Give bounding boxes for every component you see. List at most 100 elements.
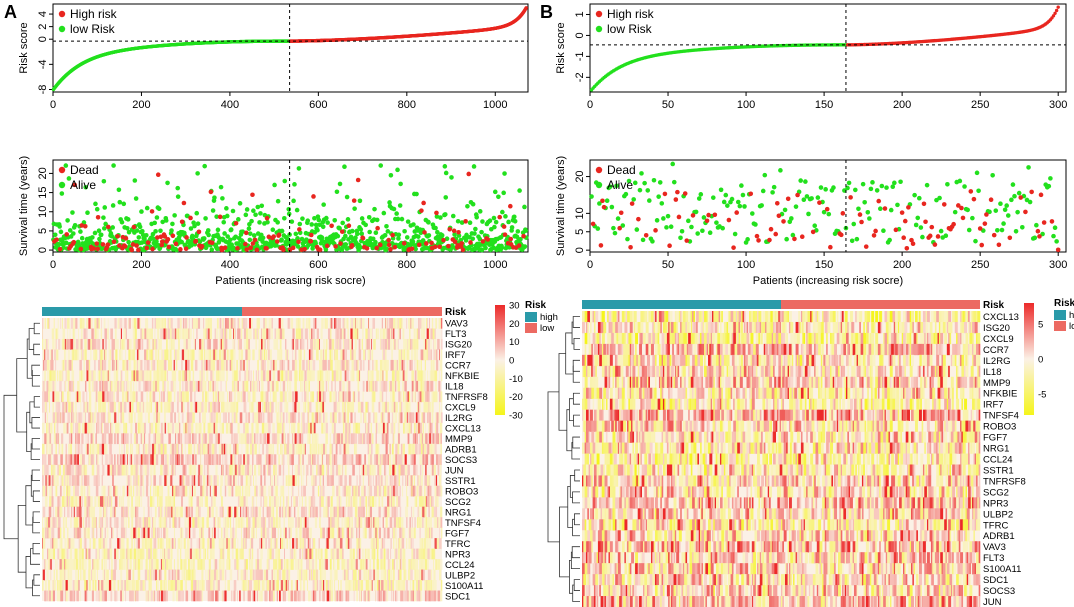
a-heatmap-cell	[202, 380, 205, 392]
a-heatmap-cell	[434, 443, 437, 455]
a-heatmap-cell	[372, 318, 376, 329]
a-heatmap-cell	[105, 359, 107, 371]
a-survival-dead-point	[105, 242, 111, 247]
a-heatmap-cell	[104, 422, 107, 434]
a-heatmap-cell	[399, 328, 401, 340]
a-heatmap-cell	[123, 318, 127, 329]
a-survival-dead-point	[105, 224, 111, 230]
a-heatmap-cell	[153, 433, 156, 445]
a-heatmap-cell	[413, 464, 416, 476]
a-survival-ytick-label: 20	[37, 167, 49, 179]
a-heatmap-cell	[106, 380, 108, 392]
a-heatmap-cell	[92, 433, 94, 445]
a-heatmap-cell	[417, 370, 420, 382]
a-heatmap-cell	[111, 338, 115, 350]
a-survival-alive-point	[487, 218, 493, 224]
a-survival-alive-point	[500, 209, 505, 215]
a-survival-dead-point	[349, 243, 355, 248]
a-heatmap-cell	[179, 328, 182, 340]
a-heatmap-cell	[137, 412, 141, 424]
a-survival-legend-alive: Alive	[70, 178, 96, 192]
a-survival-alive-point	[410, 239, 416, 245]
a-heatmap-cell	[249, 349, 251, 361]
a-heatmap-cell	[360, 433, 363, 445]
a-heatmap-cell	[357, 328, 359, 340]
a-heatmap-cell	[42, 328, 44, 340]
a-heatmap-cell	[415, 412, 418, 424]
a-survival-legend-marker	[58, 166, 66, 174]
a-heatmap-cell	[169, 422, 173, 434]
a-heatmap-cell	[123, 380, 124, 392]
a-survival-dead-point	[91, 246, 96, 251]
a-heatmap-cell	[174, 464, 176, 476]
a-heatmap-cell	[114, 433, 116, 445]
a-heatmap-cell	[246, 318, 248, 329]
a-survival-alive-point	[363, 222, 368, 228]
a-heatmap-cell	[403, 401, 406, 413]
a-heatmap-cell	[77, 349, 80, 361]
a-heatmap-cell	[219, 370, 222, 382]
a-heatmap-cell	[134, 328, 137, 340]
a-heatmap-cell	[380, 380, 383, 392]
a-survival-alive-point	[491, 215, 497, 221]
a-heatmap-cell	[280, 318, 284, 329]
a-heatmap-cell	[121, 338, 124, 350]
a-heatmap-cell	[304, 443, 306, 455]
a-heatmap-cell	[140, 401, 144, 413]
a-heatmap-cell	[111, 422, 114, 434]
a-survival-alive-point	[496, 194, 501, 200]
a-heatmap-cell	[111, 401, 115, 413]
a-survival-dead-point	[173, 241, 179, 247]
a-heatmap-cell	[107, 318, 109, 329]
a-heatmap-cell	[411, 391, 413, 403]
a-heatmap-cell	[353, 318, 356, 329]
a-heatmap-cell	[176, 422, 180, 434]
a-heatmap-cell	[56, 475, 59, 487]
a-survival-dead-point	[183, 246, 189, 251]
a-heatmap-cell	[393, 328, 395, 340]
a-survival-dead-point	[460, 247, 466, 253]
a-survival-dead-point	[441, 237, 446, 243]
a-heatmap-cell	[68, 433, 72, 445]
a-heatmap-cell	[176, 391, 180, 403]
a-heatmap-cell	[42, 380, 45, 392]
a-heatmap-cell	[88, 454, 91, 466]
a-heatmap-cell	[48, 380, 51, 392]
a-heatmap-cell	[224, 338, 228, 350]
a-heatmap-cell	[344, 338, 347, 350]
a-heatmap-cell	[430, 338, 432, 350]
a-survival-alive-point	[275, 220, 280, 225]
a-heatmap-cell	[58, 433, 60, 445]
a-heatmap-cell	[323, 338, 325, 350]
a-heatmap-cell	[79, 318, 83, 329]
a-heatmap-cell	[432, 318, 434, 329]
a-heatmap-cell	[104, 349, 106, 361]
a-survival-alive-point	[396, 232, 402, 238]
a-heatmap-cell	[108, 349, 110, 361]
a-heatmap-cell	[417, 391, 420, 403]
a-heatmap-cell	[421, 391, 424, 403]
a-heatmap-cell	[224, 454, 227, 466]
a-heatmap-cell	[213, 338, 216, 350]
a-heatmap-cell	[346, 349, 347, 361]
a-heatmap-cell	[50, 380, 53, 392]
a-heatmap-cell	[184, 464, 186, 476]
a-survival-dead-point	[409, 246, 415, 252]
a-heatmap-cell	[344, 349, 347, 361]
a-heatmap-cell	[170, 338, 173, 350]
a-heatmap-cell	[360, 454, 362, 466]
a-heatmap-cell	[218, 443, 222, 455]
a-survival-alive-point	[316, 217, 322, 223]
a-heatmap-cell	[313, 412, 315, 424]
a-heatmap-cell	[308, 454, 311, 466]
a-heatmap-cell	[162, 422, 164, 434]
a-heatmap-cell	[191, 464, 195, 476]
a-heatmap-cell	[70, 318, 74, 329]
a-heatmap-cell	[203, 391, 205, 403]
a-heatmap-cell	[316, 328, 319, 340]
a-heatmap-cell	[254, 443, 257, 455]
a-heatmap-cell	[144, 349, 147, 361]
a-survival-xtick-label: 200	[132, 259, 150, 271]
a-heatmap-cell	[184, 443, 186, 455]
a-heatmap-cell	[310, 454, 311, 466]
